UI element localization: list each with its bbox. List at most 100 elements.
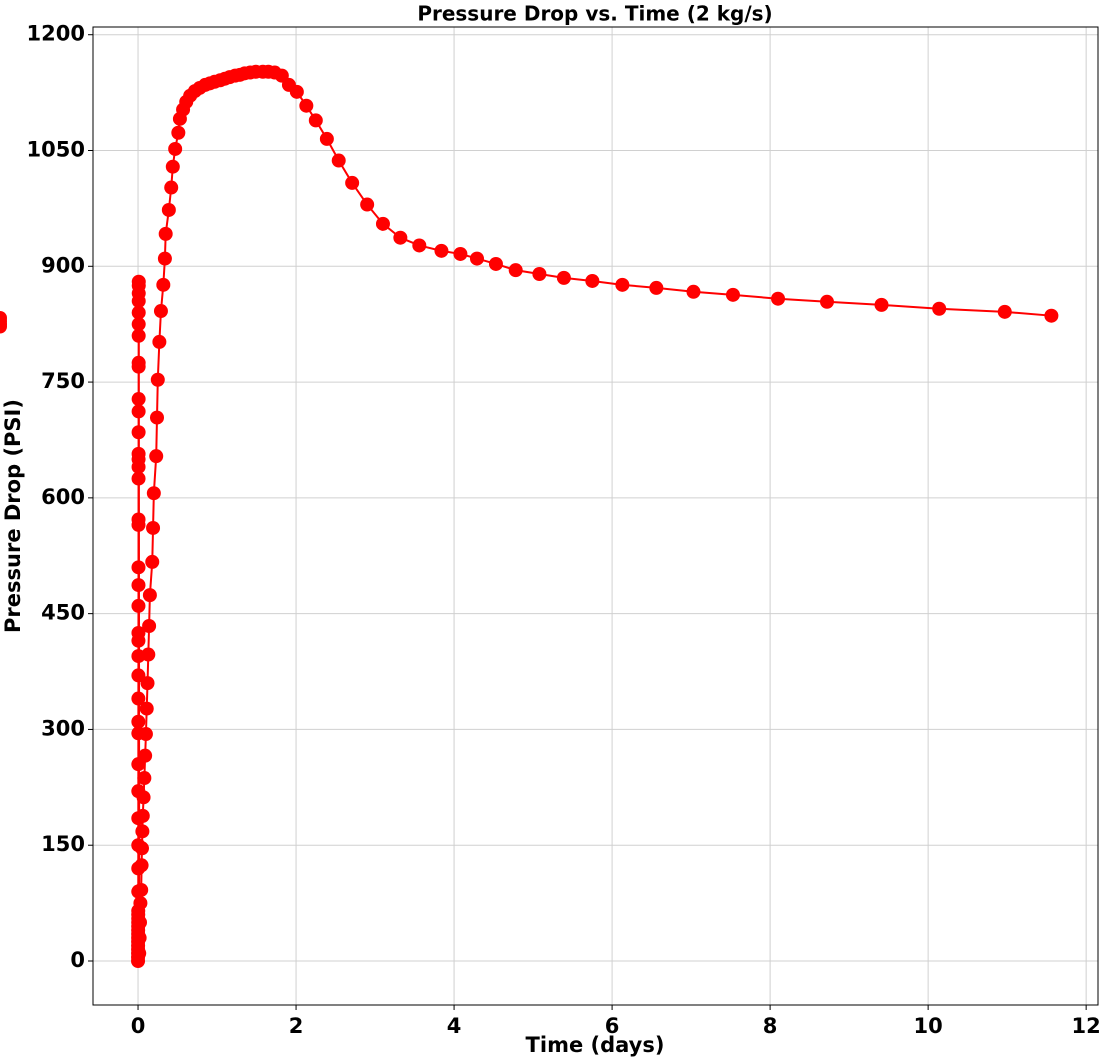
data-point	[319, 131, 334, 146]
y-tick-label: 750	[41, 369, 85, 393]
data-point	[360, 197, 375, 212]
data-point	[375, 216, 390, 231]
data-point	[149, 410, 164, 425]
plot-frame	[92, 26, 1099, 1006]
data-point	[137, 771, 152, 786]
data-point	[393, 230, 408, 245]
data-point	[131, 471, 146, 486]
data-point	[686, 284, 701, 299]
chart-title: Pressure Drop vs. Time (2 kg/s)	[417, 2, 772, 26]
data-point	[131, 625, 146, 640]
data-point	[142, 588, 157, 603]
data-point	[131, 274, 146, 289]
data-point	[131, 392, 146, 407]
data-point	[134, 841, 149, 856]
data-point	[819, 294, 834, 309]
data-point	[171, 125, 186, 140]
data-point	[158, 226, 173, 241]
data-point	[997, 304, 1012, 319]
data-point	[141, 647, 156, 662]
data-point	[139, 701, 154, 716]
x-tick-label: 6	[605, 1014, 620, 1038]
data-point	[556, 270, 571, 285]
data-point	[532, 267, 547, 282]
data-point	[649, 280, 664, 295]
data-point	[289, 84, 304, 99]
x-tick-label: 4	[447, 1014, 462, 1038]
data-point	[131, 598, 146, 613]
data-point	[136, 790, 151, 805]
data-point	[145, 554, 160, 569]
y-tick-label: 600	[41, 485, 85, 509]
x-tick-label: 12	[1072, 1014, 1101, 1038]
y-tick-label: 1200	[27, 22, 85, 46]
data-point	[149, 449, 164, 464]
data-point	[133, 896, 148, 911]
data-point	[615, 277, 630, 292]
data-point	[345, 175, 360, 190]
data-point	[771, 291, 786, 306]
data-point	[134, 858, 149, 873]
data-point	[508, 263, 523, 278]
data-point	[161, 202, 176, 217]
data-point	[469, 251, 484, 266]
data-point	[142, 618, 157, 633]
data-point	[138, 727, 153, 742]
data-point	[156, 277, 171, 292]
data-point	[453, 246, 468, 261]
data-point	[138, 748, 153, 763]
x-tick-label: 8	[763, 1014, 778, 1038]
y-axis-label: Pressure Drop (PSI)	[1, 399, 25, 633]
data-point	[152, 334, 167, 349]
data-point	[150, 372, 165, 387]
data-point	[157, 251, 172, 266]
data-point	[725, 287, 740, 302]
y-tick-label: 450	[41, 601, 85, 625]
data-point	[874, 297, 889, 312]
data-point	[132, 946, 147, 961]
data-point	[164, 180, 179, 195]
data-point	[488, 256, 503, 271]
data-point	[308, 113, 323, 128]
data-point	[131, 512, 146, 527]
x-tick-label: 2	[289, 1014, 304, 1038]
x-tick-label: 10	[914, 1014, 943, 1038]
data-point	[131, 355, 146, 370]
x-tick-label: 0	[131, 1014, 146, 1038]
data-point	[932, 301, 947, 316]
data-point	[412, 238, 427, 253]
data-point	[299, 98, 314, 113]
y-tick-label: 900	[41, 253, 85, 277]
y-tick-label: 300	[41, 716, 85, 740]
data-point	[131, 317, 146, 332]
data-point	[131, 404, 146, 419]
x-axis-label: Time (days)	[526, 1033, 665, 1057]
data-point	[146, 520, 161, 535]
data-point	[131, 691, 146, 706]
data-point	[0, 319, 7, 334]
data-point	[165, 159, 180, 174]
data-point	[135, 824, 150, 839]
data-point	[585, 273, 600, 288]
data-point	[132, 930, 147, 945]
data-point	[153, 304, 168, 319]
data-point	[131, 668, 146, 683]
data-point	[131, 714, 146, 729]
data-point	[434, 243, 449, 258]
data-point	[168, 141, 183, 156]
data-point	[131, 305, 146, 320]
data-point	[131, 560, 146, 575]
data-point	[135, 808, 150, 823]
data-point	[140, 676, 155, 691]
y-tick-label: 0	[70, 948, 85, 972]
data-point	[331, 153, 346, 168]
y-tick-label: 150	[41, 832, 85, 856]
data-point	[1044, 308, 1059, 323]
data-point	[131, 328, 146, 343]
data-point	[131, 446, 146, 461]
y-tick-label: 1050	[27, 138, 85, 162]
data-line	[137, 70, 1052, 962]
data-point	[131, 578, 146, 593]
